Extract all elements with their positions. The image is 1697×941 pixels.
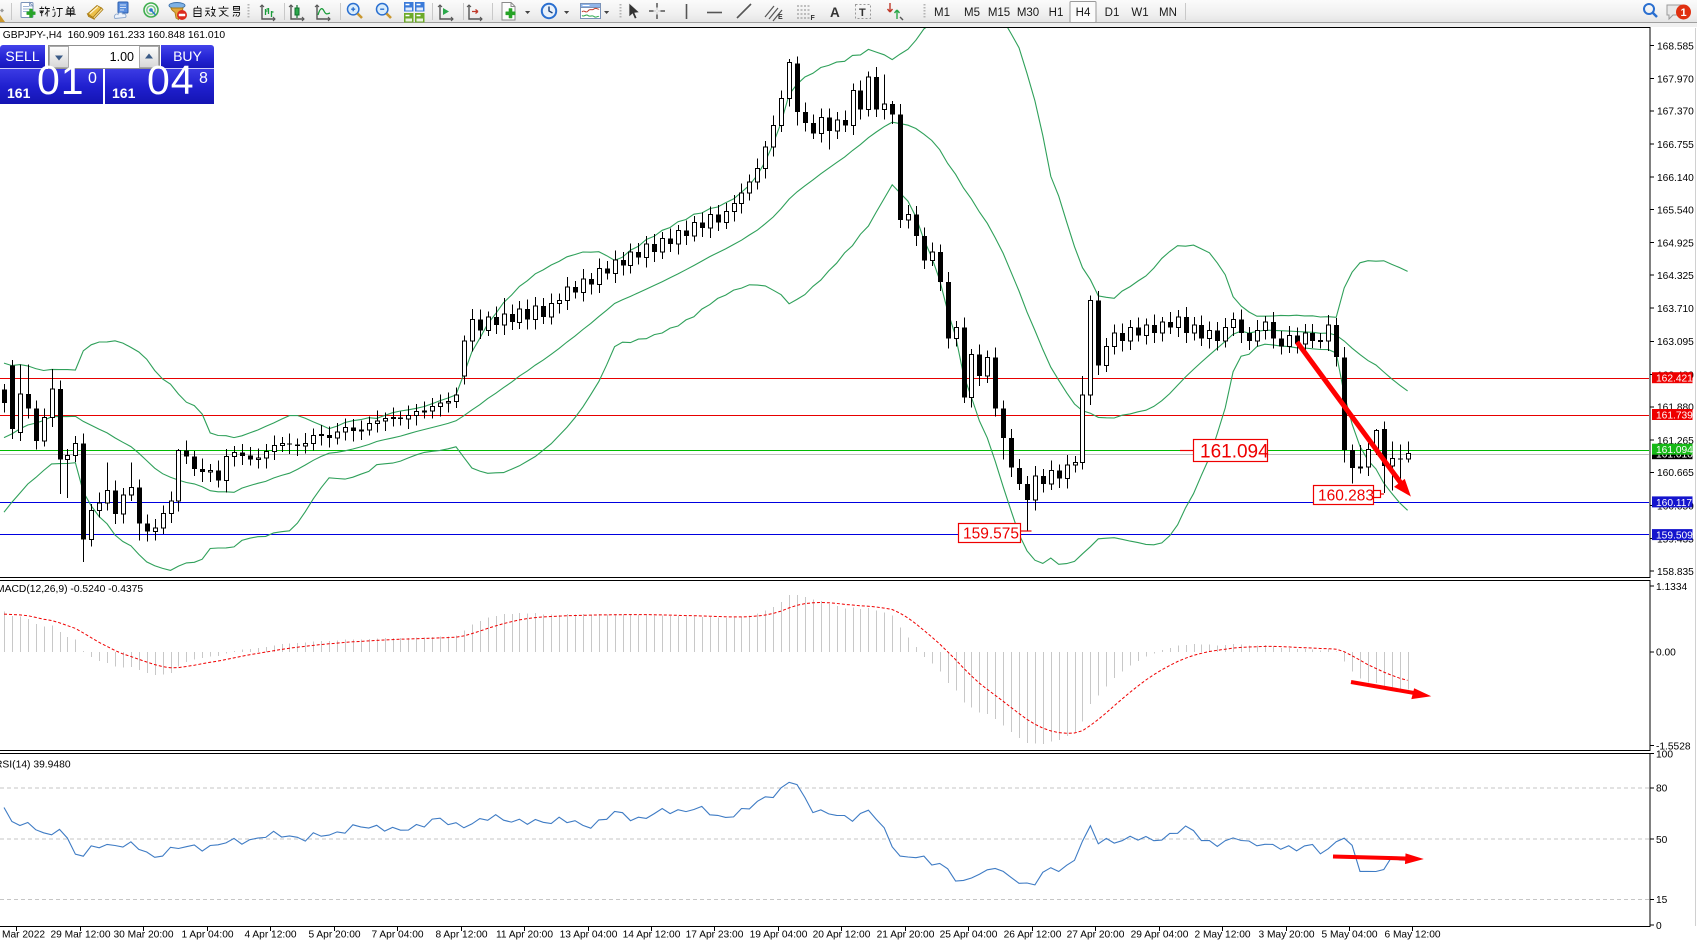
svg-text:17 Apr 23:00: 17 Apr 23:00 — [686, 930, 744, 941]
svg-text:MACD(12,26,9) -0.5240 -0.4375: MACD(12,26,9) -0.5240 -0.4375 — [0, 584, 143, 595]
svg-text:165.540: 165.540 — [1657, 205, 1694, 216]
svg-text:161.880: 161.880 — [1657, 403, 1694, 414]
svg-text:H4: H4 — [1076, 7, 1091, 19]
svg-text:26 Apr 12:00: 26 Apr 12:00 — [1004, 930, 1062, 941]
svg-text:T: T — [859, 7, 866, 19]
svg-text:160.283: 160.283 — [1318, 488, 1374, 505]
svg-text:M30: M30 — [1017, 7, 1039, 19]
svg-text:7 Apr 04:00: 7 Apr 04:00 — [371, 930, 423, 941]
svg-text:F: F — [811, 15, 816, 22]
svg-text:162.421: 162.421 — [1656, 374, 1693, 385]
svg-text:163.095: 163.095 — [1657, 337, 1694, 348]
svg-text:RSI(14) 39.9480: RSI(14) 39.9480 — [0, 760, 71, 771]
svg-text:20 Apr 12:00: 20 Apr 12:00 — [813, 930, 871, 941]
svg-text:159.509: 159.509 — [1656, 531, 1693, 542]
svg-text:. GBPJPY-,H4 160.909 161.233: . GBPJPY-,H4 160.909 161.233 160.848 161… — [0, 30, 225, 41]
svg-text:166.140: 166.140 — [1657, 173, 1694, 184]
svg-text:160.117: 160.117 — [1656, 498, 1692, 509]
svg-text:29 Apr 04:00: 29 Apr 04:00 — [1131, 930, 1189, 941]
svg-text:8 Apr 12:00: 8 Apr 12:00 — [435, 930, 487, 941]
svg-text:19 Apr 04:00: 19 Apr 04:00 — [750, 930, 808, 941]
svg-text:161.094: 161.094 — [1656, 445, 1693, 456]
svg-text:H1: H1 — [1049, 7, 1064, 19]
svg-text:W1: W1 — [1131, 7, 1148, 19]
svg-text:-1.5528: -1.5528 — [1656, 741, 1691, 752]
svg-text:M15: M15 — [988, 7, 1010, 19]
svg-text:161.094: 161.094 — [1200, 442, 1269, 463]
svg-text:14 Apr 12:00: 14 Apr 12:00 — [623, 930, 681, 941]
svg-text:M1: M1 — [934, 7, 950, 19]
svg-text:160.665: 160.665 — [1657, 468, 1694, 479]
svg-text:50: 50 — [1656, 835, 1668, 846]
svg-text:1 Apr 04:00: 1 Apr 04:00 — [181, 930, 233, 941]
svg-text:1.1334: 1.1334 — [1656, 582, 1687, 593]
svg-text:164.325: 164.325 — [1657, 271, 1694, 282]
svg-text:0: 0 — [1656, 921, 1662, 932]
svg-text:80: 80 — [1656, 784, 1668, 795]
svg-text:27 Apr 20:00: 27 Apr 20:00 — [1067, 930, 1125, 941]
svg-text:100: 100 — [1656, 749, 1673, 760]
svg-text:167.370: 167.370 — [1657, 107, 1694, 118]
svg-text:E: E — [778, 14, 783, 21]
svg-text:4 Apr 12:00: 4 Apr 12:00 — [244, 930, 296, 941]
svg-text:163.710: 163.710 — [1657, 304, 1694, 315]
svg-text:167.970: 167.970 — [1657, 74, 1694, 85]
svg-text:158.835: 158.835 — [1657, 567, 1694, 578]
svg-text:161.265: 161.265 — [1657, 436, 1694, 447]
svg-text:6 May 12:00: 6 May 12:00 — [1384, 930, 1440, 941]
svg-text:1: 1 — [1680, 7, 1686, 19]
svg-text:MN: MN — [1159, 7, 1177, 19]
svg-text:5 Apr 20:00: 5 Apr 20:00 — [308, 930, 360, 941]
svg-text:168.585: 168.585 — [1657, 41, 1694, 52]
svg-text:D1: D1 — [1105, 7, 1120, 19]
svg-text:11 Apr 20:00: 11 Apr 20:00 — [496, 930, 553, 941]
svg-text:0.00: 0.00 — [1656, 648, 1676, 659]
svg-text:164.925: 164.925 — [1657, 239, 1694, 250]
svg-text:161.739: 161.739 — [1656, 410, 1693, 421]
svg-text:30 Mar 20:00: 30 Mar 20:00 — [113, 930, 173, 941]
svg-text:13 Apr 04:00: 13 Apr 04:00 — [560, 930, 618, 941]
svg-text:29 Mar 12:00: 29 Mar 12:00 — [50, 930, 110, 941]
svg-text:5 May 04:00: 5 May 04:00 — [1321, 930, 1377, 941]
svg-text:159.575: 159.575 — [963, 526, 1019, 543]
svg-text:15: 15 — [1656, 895, 1668, 906]
svg-text:3 May 20:00: 3 May 20:00 — [1258, 930, 1314, 941]
svg-text:161.010: 161.010 — [1656, 450, 1693, 461]
svg-text:21 Apr 20:00: 21 Apr 20:00 — [877, 930, 935, 941]
svg-text:A: A — [830, 5, 840, 20]
svg-text:166.755: 166.755 — [1657, 140, 1694, 151]
svg-text:M5: M5 — [964, 7, 980, 19]
svg-text:25 Apr 04:00: 25 Apr 04:00 — [940, 930, 998, 941]
svg-text:Mar 2022: Mar 2022 — [2, 930, 45, 941]
svg-text:2 May 12:00: 2 May 12:00 — [1194, 930, 1250, 941]
